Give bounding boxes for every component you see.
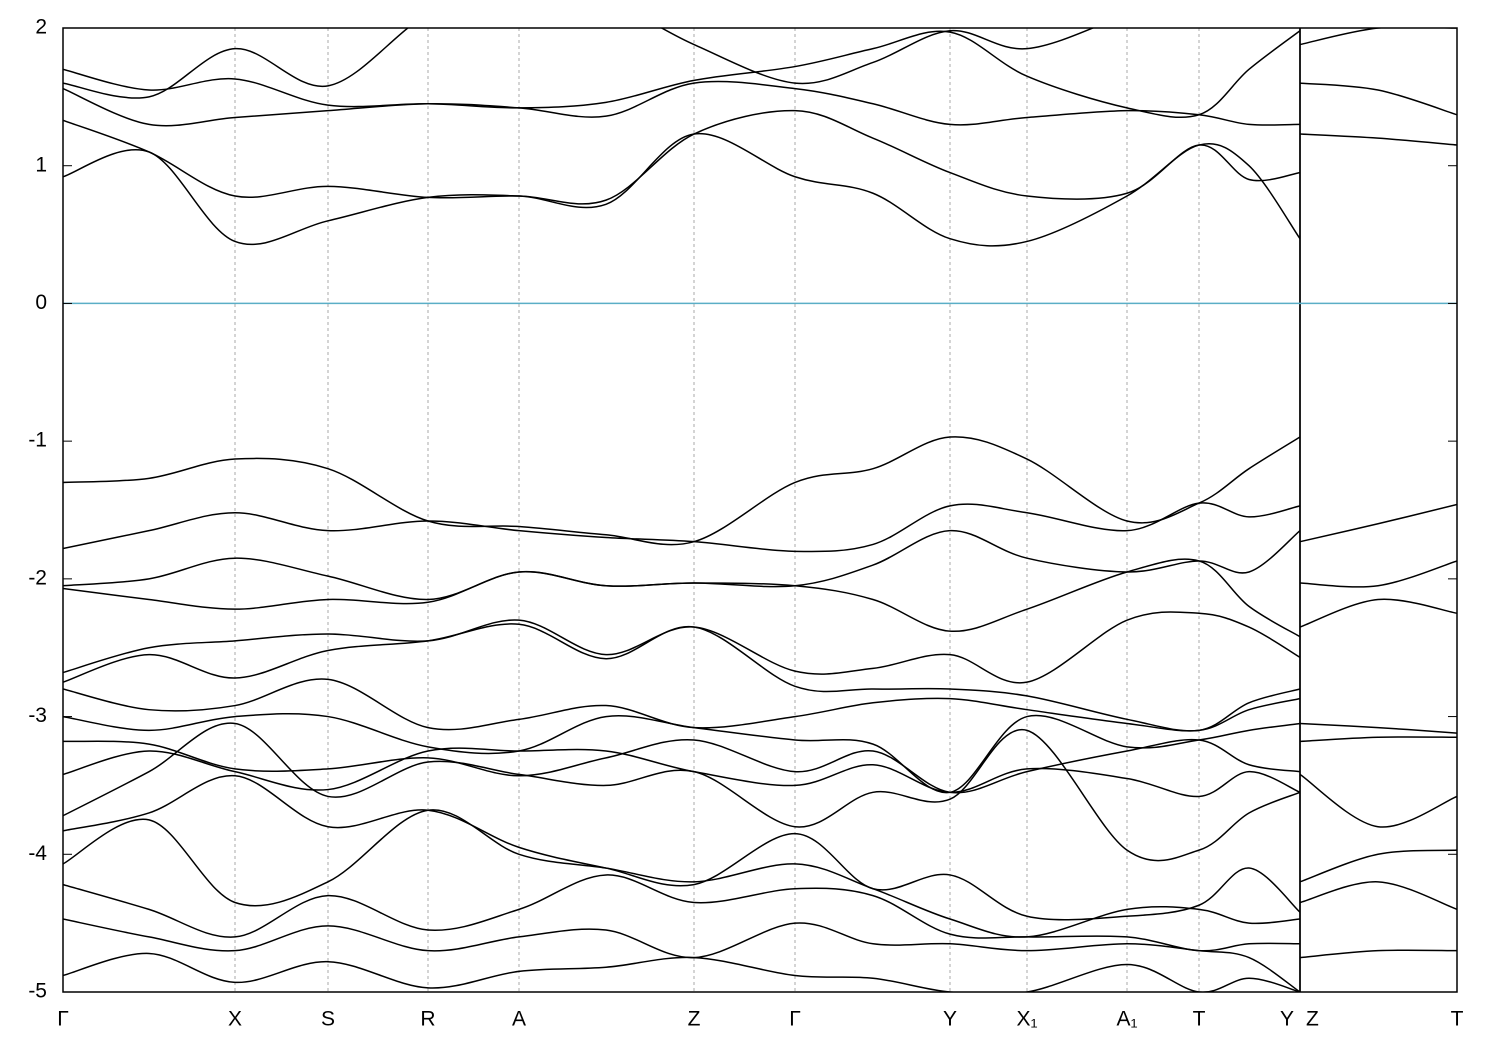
band-line [63,747,1301,798]
y-tick-label: -3 [28,704,47,727]
x-tick-label: Γ [57,1008,69,1031]
band-line [63,874,1301,952]
x-tick-label: Y [943,1008,957,1031]
y-tick-label: 2 [35,16,47,39]
band-line [63,502,1457,588]
x-tick-label: T [1193,1008,1206,1031]
x-tick-label: T [1451,1008,1464,1031]
band-line [63,611,1457,743]
band-line [63,722,1301,862]
y-tick-label: 0 [35,291,47,314]
x-tick-label: A [512,1008,526,1031]
band-line [63,952,1301,992]
band-line [63,738,1457,959]
y-tick-label: -5 [28,980,47,1003]
y-tick-label: -4 [28,842,47,865]
x-tick-label: S [321,1008,335,1031]
x-tick-label: A₁ [1116,1008,1137,1031]
bands-layer [63,28,1457,992]
band-line [63,558,1457,734]
y-tick-label: -2 [28,566,47,589]
plot-frame [62,27,1458,993]
band-line [63,529,1457,628]
x-tick-label: X [228,1008,242,1031]
x-tick-label: R [420,1008,435,1031]
x-tick-label: X₁ [1016,1008,1037,1031]
x-tick-label: Y [1280,1008,1294,1031]
labels-layer: 210-1-2-3-4-5Γ X S R A Z Γ Y X₁ A₁ T Y Z T [28,16,1463,1031]
band-line [63,133,1457,247]
band-line [63,623,1457,828]
grid-layer [62,28,1458,992]
band-line [63,712,1457,911]
x-tick-label: Γ [789,1008,801,1031]
band-line [63,678,1457,883]
x-tick-label: Z [688,1008,701,1031]
band-line [63,28,1457,127]
y-tick-label: -1 [28,429,47,452]
band-line [63,918,1301,992]
y-tick-label: 1 [35,153,47,176]
x-tick-label: Z [1306,1008,1319,1031]
band-line [63,30,1301,119]
band-line [63,809,1301,938]
band-line [63,436,1457,546]
band-line [63,775,1301,921]
band-line [63,82,1457,205]
band-line [63,28,1300,99]
